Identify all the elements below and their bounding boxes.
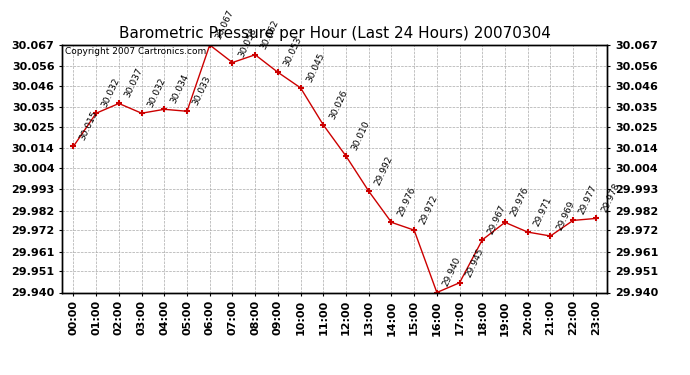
Text: 29.940: 29.940 — [441, 256, 462, 288]
Text: 30.037: 30.037 — [123, 67, 145, 99]
Text: 30.034: 30.034 — [168, 73, 190, 105]
Text: 30.015: 30.015 — [77, 110, 99, 142]
Text: 29.969: 29.969 — [555, 200, 576, 232]
Text: 30.062: 30.062 — [259, 18, 281, 51]
Text: 30.067: 30.067 — [214, 8, 235, 41]
Text: 29.978: 29.978 — [600, 182, 622, 214]
Text: 29.992: 29.992 — [373, 155, 394, 187]
Text: 30.026: 30.026 — [328, 88, 349, 121]
Text: 30.010: 30.010 — [350, 120, 372, 152]
Text: 29.976: 29.976 — [395, 186, 417, 218]
Text: 29.967: 29.967 — [486, 203, 508, 236]
Text: 30.058: 30.058 — [237, 26, 258, 58]
Text: 30.032: 30.032 — [100, 77, 122, 109]
Text: 29.971: 29.971 — [532, 196, 553, 228]
Text: Copyright 2007 Cartronics.com: Copyright 2007 Cartronics.com — [65, 48, 206, 57]
Text: 30.032: 30.032 — [146, 77, 167, 109]
Text: 30.033: 30.033 — [191, 75, 213, 107]
Text: 30.053: 30.053 — [282, 36, 304, 68]
Title: Barometric Pressure per Hour (Last 24 Hours) 20070304: Barometric Pressure per Hour (Last 24 Ho… — [119, 26, 551, 41]
Text: 29.976: 29.976 — [509, 186, 531, 218]
Text: 29.977: 29.977 — [578, 184, 599, 216]
Text: 29.945: 29.945 — [464, 246, 485, 279]
Text: 29.972: 29.972 — [418, 194, 440, 226]
Text: 30.045: 30.045 — [305, 51, 326, 84]
